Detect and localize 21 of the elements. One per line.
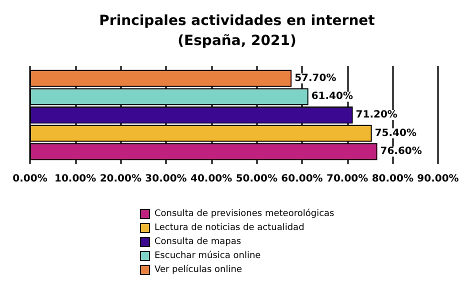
x-tick-label: 50.00% [236,174,278,184]
legend-label: Consulta de previsiones meteorológicas [154,208,335,219]
x-tick-label: 90.00% [417,174,459,184]
data-label: 76.60% [380,146,422,158]
legend-label: Ver películas online [154,264,242,275]
x-tick-label: 80.00% [372,174,414,184]
x-tick-label: 70.00% [326,174,368,184]
x-tick-label: 40.00% [190,174,232,184]
chart-title: Principales actividades en internet (España, 2021) [99,13,376,49]
legend-label: Escuchar música online [154,250,262,261]
legend-label: Lectura de noticias de actualidad [154,223,304,233]
data-label: 61.40% [311,91,354,102]
x-tick-label: 30.00% [145,174,187,184]
x-tick-label: 60.00% [281,174,323,184]
x-tick-label: 10.00% [54,174,96,184]
data-label: 75.40% [374,128,416,139]
data-label: 71.20% [356,110,398,120]
data-label: 57.70% [294,72,336,84]
x-tick-label: 20.00% [100,174,142,184]
legend-label: Consulta de mapas [154,237,242,247]
x-tick-label: 0.00% [12,174,48,184]
